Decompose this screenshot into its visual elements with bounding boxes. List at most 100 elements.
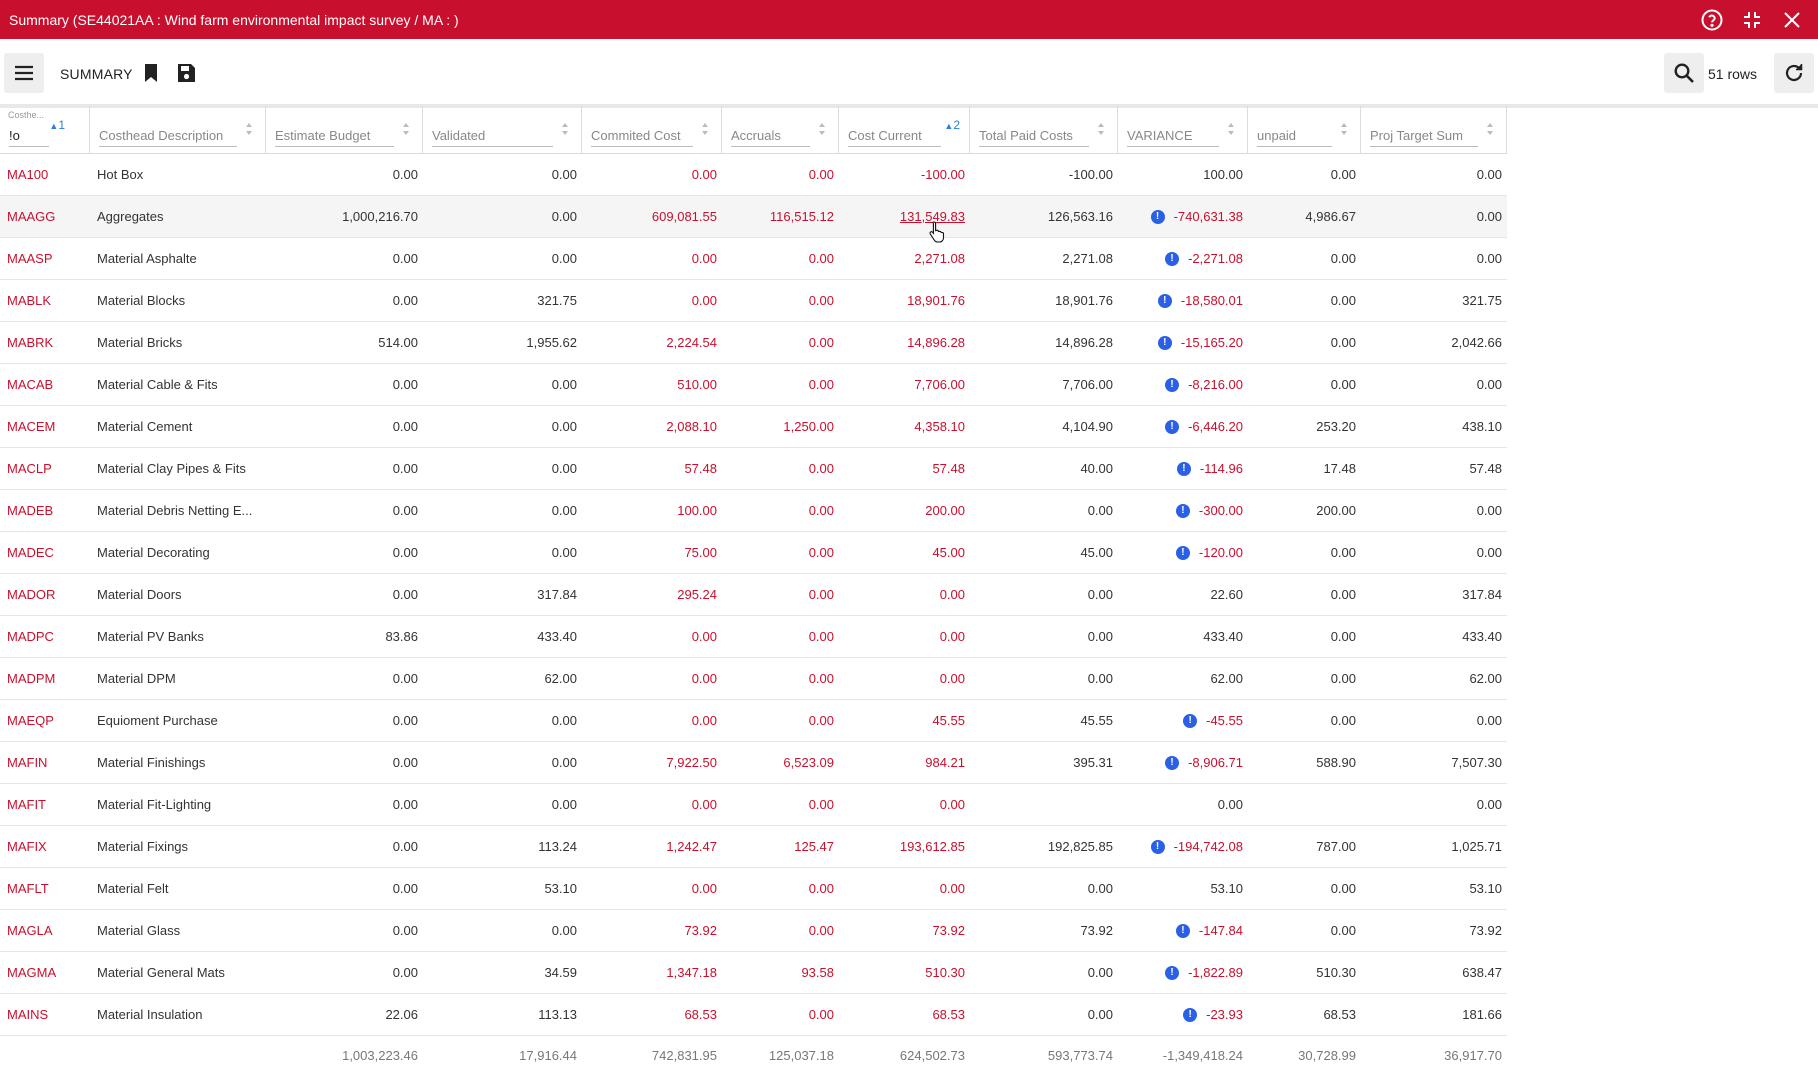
costhead-filter-input[interactable]: !o bbox=[9, 128, 49, 147]
costhead-code-link[interactable]: MAFIN bbox=[7, 755, 48, 770]
sort-icon[interactable] bbox=[1227, 122, 1235, 136]
cell-current[interactable]: 68.53 bbox=[839, 994, 970, 1036]
costhead-code-link[interactable]: MAFIX bbox=[7, 839, 47, 854]
sort-icon[interactable] bbox=[1340, 122, 1348, 136]
cell-current[interactable]: 0.00 bbox=[839, 868, 970, 910]
costhead-code-link[interactable]: MACLP bbox=[7, 461, 52, 476]
table-row[interactable]: MAFIN Material Finishings 0.00 0.00 7,922.50… bbox=[0, 742, 1507, 784]
costhead-code-link[interactable]: MA100 bbox=[7, 167, 49, 182]
costhead-code-link[interactable]: MABLK bbox=[7, 293, 52, 308]
search-button[interactable] bbox=[1664, 53, 1704, 93]
cell-current[interactable]: 45.00 bbox=[839, 532, 970, 574]
cell-value: 0.00 bbox=[1476, 713, 1502, 728]
table-row[interactable]: MACAB Material Cable & Fits 0.00 0.00 510.00… bbox=[0, 364, 1507, 406]
sort-icon[interactable] bbox=[245, 122, 253, 136]
sort-icon[interactable] bbox=[701, 122, 709, 136]
table-row[interactable]: MABLK Material Blocks 0.00 321.75 0.00 0.00 18… bbox=[0, 280, 1507, 322]
cell-current[interactable]: 0.00 bbox=[839, 658, 970, 700]
costhead-code-link[interactable]: MAINS bbox=[7, 1007, 49, 1022]
table-row[interactable]: MABRK Material Bricks 514.00 1,955.62 2,224.… bbox=[0, 322, 1507, 364]
sort-icon[interactable] bbox=[1097, 122, 1105, 136]
cell-current[interactable]: 73.92 bbox=[839, 910, 970, 952]
table-row[interactable]: MAAGG Aggregates 1,000,216.70 0.00 609,081.5… bbox=[0, 196, 1507, 238]
table-row[interactable]: MAGLA Material Glass 0.00 0.00 73.92 0.00 73.9… bbox=[0, 910, 1507, 952]
cell-current[interactable]: 0.00 bbox=[839, 574, 970, 616]
table-row[interactable]: MADPC Material PV Banks 83.86 433.40 0.00 0.0… bbox=[0, 616, 1507, 658]
table-row[interactable]: MAGMA Material General Mats 0.00 34.59 1,347… bbox=[0, 952, 1507, 994]
column-header-total-paid-costs[interactable]: Total Paid Costs bbox=[970, 106, 1118, 153]
table-row[interactable]: MAASP Material Asphalte 0.00 0.00 0.00 0.00 2,… bbox=[0, 238, 1507, 280]
sort-icon[interactable] bbox=[818, 122, 826, 136]
table-row[interactable]: MADOR Material Doors 0.00 317.84 295.24 0.00 0… bbox=[0, 574, 1507, 616]
column-header-estimate-budget[interactable]: Estimate Budget bbox=[266, 106, 423, 153]
costhead-code-link[interactable]: MAASP bbox=[7, 251, 53, 266]
cell-current[interactable]: 131,549.83 bbox=[839, 196, 970, 238]
column-header-variance[interactable]: VARIANCE bbox=[1118, 106, 1248, 153]
costhead-code-link[interactable]: MADPM bbox=[7, 671, 56, 686]
collapse-icon[interactable] bbox=[1738, 6, 1766, 34]
column-header-cost-current[interactable]: Cost Current ▲2 bbox=[839, 106, 970, 153]
costhead-code-link[interactable]: MADEC bbox=[7, 545, 54, 560]
costhead-code-link[interactable]: MAGMA bbox=[7, 965, 57, 980]
costhead-code-link[interactable]: MAEQP bbox=[7, 713, 54, 728]
help-icon[interactable] bbox=[1698, 6, 1726, 34]
cell-current[interactable]: 57.48 bbox=[839, 448, 970, 490]
cell-current[interactable]: 14,896.28 bbox=[839, 322, 970, 364]
cell-current[interactable]: 510.30 bbox=[839, 952, 970, 994]
table-row[interactable]: MAFLT Material Felt 0.00 53.10 0.00 0.00 0.00 0… bbox=[0, 868, 1507, 910]
menu-button[interactable] bbox=[4, 53, 44, 93]
cell-current[interactable]: 45.55 bbox=[839, 700, 970, 742]
costhead-code-link[interactable]: MADEB bbox=[7, 503, 54, 518]
cell-paid: 45.55 bbox=[970, 700, 1118, 742]
cell-current[interactable]: -100.00 bbox=[839, 154, 970, 196]
warning-icon: ! bbox=[1176, 461, 1191, 476]
cell-value: -114.96 bbox=[1199, 461, 1243, 476]
column-header-unpaid[interactable]: unpaid bbox=[1248, 106, 1361, 153]
cell-current[interactable]: 18,901.76 bbox=[839, 280, 970, 322]
sort-icon[interactable] bbox=[402, 122, 410, 136]
cell-current[interactable]: 193,612.85 bbox=[839, 826, 970, 868]
costhead-code-link[interactable]: MADOR bbox=[7, 587, 56, 602]
costhead-code-link[interactable]: MAFIT bbox=[7, 797, 46, 812]
cell-current[interactable]: 4,358.10 bbox=[839, 406, 970, 448]
cell-current[interactable]: 984.21 bbox=[839, 742, 970, 784]
costhead-code-link[interactable]: MAAGG bbox=[7, 209, 56, 224]
column-header-proj-target-sum[interactable]: Proj Target Sum bbox=[1361, 106, 1507, 153]
table-row[interactable]: MA100 Hot Box 0.00 0.00 0.00 0.00 -100.00 -100.… bbox=[0, 154, 1507, 196]
column-header-costhead-description[interactable]: Costhead Description bbox=[90, 106, 266, 153]
costhead-code-link[interactable]: MACEM bbox=[7, 419, 56, 434]
costhead-code-link[interactable]: MADPC bbox=[7, 629, 54, 644]
cell-unpaid: 588.90 bbox=[1248, 742, 1361, 784]
costhead-code-link[interactable]: MACAB bbox=[7, 377, 54, 392]
bookmark-icon[interactable] bbox=[139, 61, 163, 85]
table-row[interactable]: MAINS Material Insulation 22.06 113.13 68.53… bbox=[0, 994, 1507, 1036]
costhead-code-link[interactable]: MAFLT bbox=[7, 881, 49, 896]
close-icon[interactable] bbox=[1778, 6, 1806, 34]
save-icon[interactable] bbox=[174, 61, 198, 85]
cell-current[interactable]: 2,271.08 bbox=[839, 238, 970, 280]
cell-variance: ! -740,631.38 bbox=[1118, 196, 1248, 238]
table-row[interactable]: MADPM Material DPM 0.00 62.00 0.00 0.00 0.00 0.… bbox=[0, 658, 1507, 700]
cell-current[interactable]: 200.00 bbox=[839, 490, 970, 532]
table-row[interactable]: MAFIX Material Fixings 0.00 113.24 1,242.47 1… bbox=[0, 826, 1507, 868]
cell-current[interactable]: 7,706.00 bbox=[839, 364, 970, 406]
table-row[interactable]: MACEM Material Cement 0.00 0.00 2,088.10 1,25… bbox=[0, 406, 1507, 448]
cell-current[interactable]: 0.00 bbox=[839, 616, 970, 658]
refresh-button[interactable] bbox=[1774, 53, 1814, 93]
table-row[interactable]: MACLP Material Clay Pipes & Fits 0.00 0.00 5… bbox=[0, 448, 1507, 490]
costhead-code-link[interactable]: MABRK bbox=[7, 335, 54, 350]
costhead-code-link[interactable]: MAGLA bbox=[7, 923, 53, 938]
table-row[interactable]: MAEQP Equioment Purchase 0.00 0.00 0.00 0.00 4… bbox=[0, 700, 1507, 742]
column-header-costhead[interactable]: Costhe... !o ▲1 bbox=[0, 106, 90, 153]
sort-icon[interactable] bbox=[561, 122, 569, 136]
cell-value: 4,358.10 bbox=[914, 419, 965, 434]
cell-paid: 7,706.00 bbox=[970, 364, 1118, 406]
table-row[interactable]: MADEB Material Debris Netting E... 0.00 0.0… bbox=[0, 490, 1507, 532]
column-header-accruals[interactable]: Accruals bbox=[722, 106, 839, 153]
sort-icon[interactable] bbox=[1486, 122, 1494, 136]
table-row[interactable]: MAFIT Material Fit-Lighting 0.00 0.00 0.00 0.… bbox=[0, 784, 1507, 826]
column-header-commited-cost[interactable]: Commited Cost bbox=[582, 106, 722, 153]
table-row[interactable]: MADEC Material Decorating 0.00 0.00 75.00 0.0… bbox=[0, 532, 1507, 574]
column-header-validated[interactable]: Validated bbox=[423, 106, 582, 153]
cell-current[interactable]: 0.00 bbox=[839, 784, 970, 826]
